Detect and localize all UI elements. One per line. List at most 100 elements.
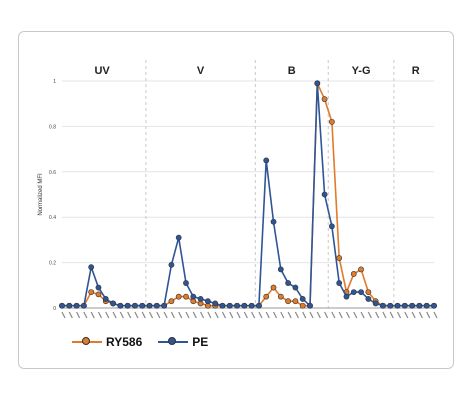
x-tick-mark-18 <box>192 311 197 319</box>
series-point-ry586-38 <box>336 255 343 261</box>
y-tick-label-1: 0.2 <box>49 261 56 267</box>
series-point-ry586-28 <box>263 293 270 300</box>
series-point-pe-8 <box>117 302 124 309</box>
x-tick-mark-14 <box>163 311 168 319</box>
x-tick-mark-6 <box>105 311 110 319</box>
series-point-ry586-17 <box>183 293 189 300</box>
x-tick-mark-15 <box>170 311 175 319</box>
series-point-pe-12 <box>146 302 153 309</box>
chart-frame <box>18 31 454 369</box>
x-tick-mark-8 <box>119 311 124 319</box>
x-tick-mark-44 <box>382 311 387 319</box>
series-point-pe-47 <box>401 302 408 309</box>
series-point-ry586-5 <box>95 291 102 298</box>
series-point-pe-38 <box>336 280 343 286</box>
series-point-ry586-31 <box>285 298 292 305</box>
series-point-pe-50 <box>423 302 430 309</box>
group-label-r: R <box>412 65 420 77</box>
x-tick-mark-25 <box>243 311 248 319</box>
series-point-pe-29 <box>270 218 277 225</box>
series-point-ry586-32 <box>292 298 299 305</box>
series-point-pe-41 <box>358 289 364 296</box>
y-tick-label-4: 0.8 <box>49 124 56 130</box>
x-tick-mark-13 <box>156 311 161 319</box>
x-tick-mark-40 <box>353 311 358 319</box>
legend-swatch-pe <box>158 336 189 348</box>
x-tick-mark-7 <box>112 311 117 319</box>
x-tick-mark-50 <box>426 311 431 319</box>
series-point-pe-31 <box>285 280 292 286</box>
x-tick-mark-33 <box>302 311 307 319</box>
series-point-pe-51 <box>431 302 437 309</box>
series-point-ry586-33 <box>299 302 306 309</box>
x-tick-mark-24 <box>236 311 241 319</box>
x-tick-mark-20 <box>207 311 212 319</box>
legend-label-pe: PE <box>192 335 209 349</box>
series-point-pe-13 <box>153 302 160 309</box>
series-point-ry586-16 <box>175 293 182 300</box>
series-point-ry586-15 <box>168 298 175 305</box>
x-tick-mark-11 <box>141 311 146 319</box>
group-label-uv: UV <box>94 65 110 77</box>
series-point-pe-30 <box>277 266 284 273</box>
series-point-pe-33 <box>299 296 306 302</box>
x-tick-mark-28 <box>265 311 270 319</box>
series-point-ry586-30 <box>277 293 284 300</box>
series-point-pe-10 <box>132 302 138 309</box>
series-point-pe-18 <box>190 293 197 300</box>
series-point-pe-44 <box>380 302 386 309</box>
series-point-pe-2 <box>73 302 80 309</box>
series-point-pe-22 <box>219 302 226 309</box>
x-tick-mark-16 <box>178 311 183 319</box>
x-tick-mark-19 <box>200 311 205 319</box>
series-point-pe-46 <box>394 302 401 309</box>
series-point-pe-32 <box>292 284 299 291</box>
x-tick-mark-48 <box>411 311 416 319</box>
x-tick-mark-41 <box>360 311 365 319</box>
x-tick-mark-34 <box>309 311 314 319</box>
series-point-pe-9 <box>124 302 131 309</box>
series-point-pe-7 <box>110 300 116 307</box>
x-tick-mark-12 <box>148 311 154 319</box>
series-point-pe-15 <box>168 261 175 268</box>
x-tick-mark-30 <box>280 311 285 319</box>
x-tick-mark-37 <box>331 311 336 319</box>
x-tick-mark-3 <box>83 311 88 319</box>
x-tick-mark-23 <box>229 311 234 319</box>
series-point-pe-16 <box>175 234 182 241</box>
x-tick-mark-35 <box>316 311 321 319</box>
series-point-pe-24 <box>234 302 240 309</box>
series-point-ry586-40 <box>350 271 357 277</box>
y-tick-label-0: 0 <box>53 306 56 312</box>
y-tick-label-2: 0.4 <box>49 215 56 221</box>
legend-label-ry586: RY586 <box>106 335 143 349</box>
legend: RY586 PE <box>72 335 224 349</box>
x-tick-mark-36 <box>324 311 329 319</box>
series-point-pe-40 <box>350 289 357 296</box>
x-tick-mark-22 <box>221 311 227 319</box>
x-tick-mark-43 <box>375 311 380 319</box>
series-point-ry586-41 <box>358 266 364 273</box>
series-point-pe-0 <box>59 302 65 309</box>
y-tick-label-5: 1 <box>53 79 56 85</box>
series-point-ry586-42 <box>365 289 372 296</box>
x-tick-mark-1 <box>68 311 73 319</box>
series-point-pe-34 <box>307 302 313 309</box>
series-point-pe-49 <box>416 302 423 309</box>
x-tick-mark-31 <box>287 311 292 319</box>
series-point-pe-42 <box>365 296 372 302</box>
series-point-pe-36 <box>321 191 328 198</box>
x-tick-mark-42 <box>367 311 372 319</box>
x-tick-mark-9 <box>127 311 132 319</box>
x-tick-mark-0 <box>61 311 66 319</box>
series-point-ry586-37 <box>328 118 335 125</box>
group-label-v: V <box>197 65 205 77</box>
series-point-pe-23 <box>226 302 233 309</box>
x-tick-mark-29 <box>272 311 278 319</box>
series-line-pe <box>62 83 434 308</box>
x-tick-mark-47 <box>404 311 409 319</box>
series-line-ry586 <box>62 82 434 307</box>
x-tick-mark-17 <box>185 311 190 319</box>
x-tick-mark-46 <box>396 311 402 319</box>
